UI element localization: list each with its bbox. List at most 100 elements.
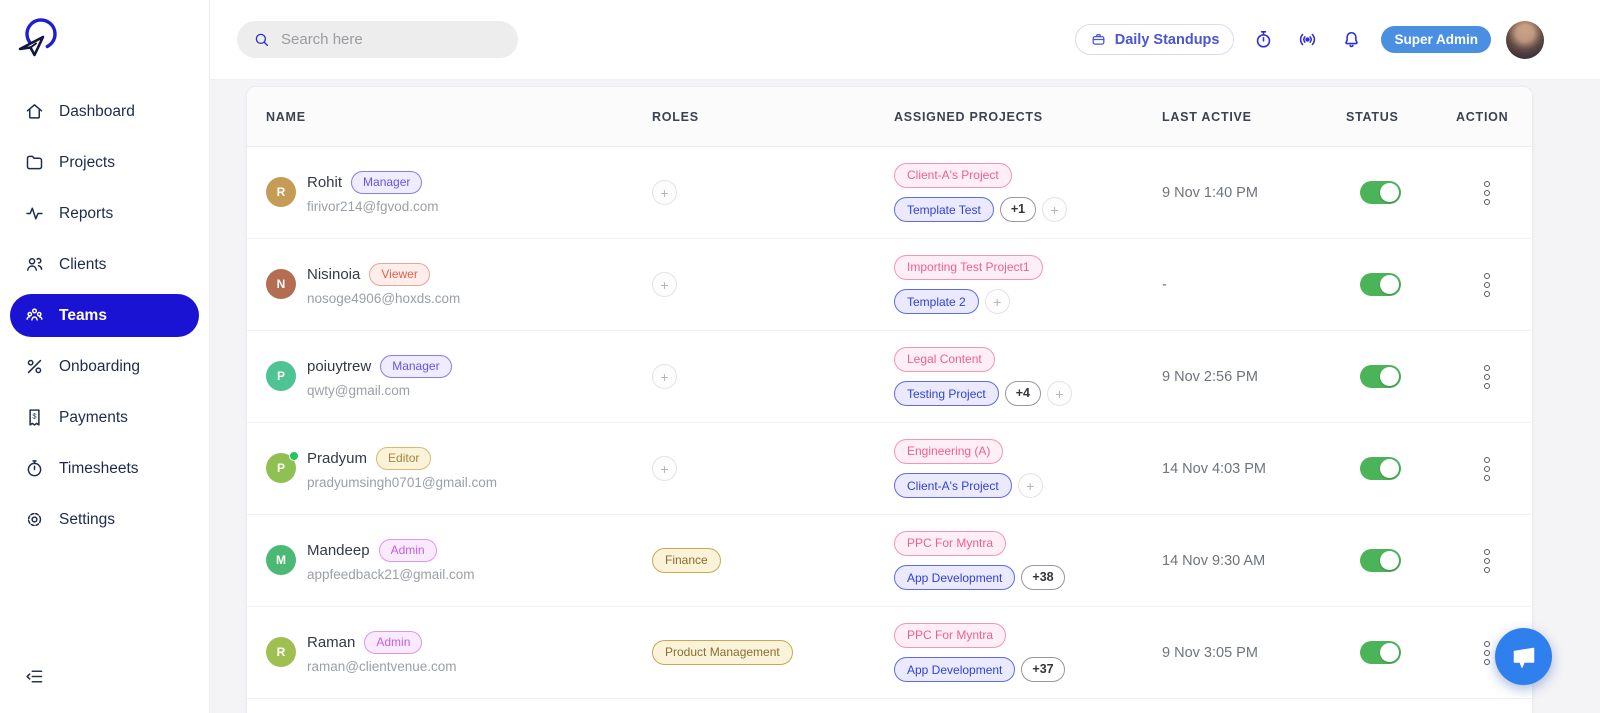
row-actions-menu[interactable] — [1480, 180, 1494, 205]
sidebar-item-settings[interactable]: Settings — [10, 498, 199, 541]
sidebar-item-projects[interactable]: Projects — [10, 141, 199, 184]
chat-widget-button[interactable] — [1495, 628, 1552, 685]
last-active: 9 Nov 2:56 PM — [1162, 368, 1258, 385]
avatar: P — [266, 451, 299, 484]
chat-bubble-icon — [1513, 647, 1534, 668]
add-project-button[interactable]: + — [1046, 381, 1072, 407]
avatar: M — [266, 545, 296, 576]
sidebar-item-timesheets[interactable]: Timesheets — [10, 447, 199, 490]
project-chip: Template 2 — [894, 289, 979, 315]
member-name: Pradyum — [307, 449, 368, 467]
online-indicator — [289, 451, 299, 462]
sidebar-item-dashboard[interactable]: Dashboard — [10, 90, 199, 133]
project-chip: Client-A's Project — [894, 162, 1012, 188]
avatar-initial: P — [276, 369, 285, 384]
column-header-projects: Assigned Projects — [894, 109, 1043, 124]
row-actions-menu[interactable] — [1480, 548, 1494, 573]
member-email: firivor214@fgvod.com — [307, 199, 439, 215]
add-role-button[interactable]: + — [652, 456, 677, 481]
project-chip: PPC For Myntra — [894, 530, 1007, 556]
more-projects-count[interactable]: +38 — [1021, 565, 1065, 591]
member-name: Nisinoia — [307, 265, 361, 283]
project-chip: Testing Project — [894, 381, 999, 407]
row-actions-menu[interactable] — [1480, 640, 1494, 665]
user-avatar[interactable] — [1506, 20, 1544, 59]
sidebar-item-teams[interactable]: Teams — [10, 294, 199, 337]
avatar-initial: P — [276, 461, 285, 476]
project-chip: App Development — [894, 657, 1016, 683]
broadcast-button[interactable] — [1293, 25, 1322, 54]
add-project-button[interactable]: + — [1017, 473, 1043, 499]
add-role-button[interactable]: + — [652, 364, 677, 389]
member-email: appfeedback21@gmail.com — [307, 567, 475, 583]
more-projects-count[interactable]: +4 — [1004, 381, 1041, 407]
member-name: Raman — [307, 633, 356, 651]
search-bar — [237, 21, 518, 58]
sidebar-item-label: Settings — [59, 510, 116, 528]
member-name: poiuytrew — [307, 357, 372, 375]
sidebar-item-label: Onboarding — [59, 357, 141, 375]
top-header: Daily Standups Super Admin — [210, 0, 1600, 80]
role-badge: Editor — [376, 446, 432, 471]
timer-icon — [1257, 31, 1271, 48]
row-actions-menu[interactable] — [1480, 364, 1494, 389]
project-chip: Legal Content — [894, 346, 995, 372]
sidebar-item-label: Payments — [59, 408, 128, 426]
users-icon — [27, 257, 43, 271]
more-projects-count[interactable]: +37 — [1021, 657, 1065, 683]
collapse-icon — [26, 670, 43, 683]
sidebar: Dashboard Projects Reports Clients Teams… — [0, 0, 210, 713]
search-input[interactable] — [281, 31, 502, 48]
sidebar-item-clients[interactable]: Clients — [10, 243, 199, 286]
member-email: raman@clientvenue.com — [307, 659, 457, 675]
stopwatch-icon — [27, 460, 42, 477]
more-projects-count[interactable]: +1 — [999, 197, 1037, 223]
member-name: Rohit — [307, 173, 343, 191]
avatar: P — [266, 361, 296, 392]
sidebar-item-reports[interactable]: Reports — [10, 192, 199, 235]
column-header-roles: Roles — [652, 109, 699, 124]
status-toggle[interactable] — [1360, 641, 1401, 664]
table-row: M Mandeep Admin appfeedback21@gmail.com F… — [247, 515, 1532, 607]
sidebar-item-payments[interactable]: $ Payments — [10, 396, 199, 439]
notifications-button[interactable] — [1337, 25, 1366, 54]
last-active: 9 Nov 3:05 PM — [1162, 644, 1258, 661]
status-toggle[interactable] — [1360, 181, 1401, 204]
broadcast-icon — [1300, 33, 1316, 46]
row-actions-menu[interactable] — [1480, 272, 1494, 297]
add-role-button[interactable]: + — [652, 272, 677, 297]
avatar: R — [266, 637, 296, 668]
sidebar-item-label: Timesheets — [59, 459, 139, 477]
status-toggle[interactable] — [1360, 549, 1401, 572]
role-badge: Admin — [364, 630, 423, 655]
row-actions-menu[interactable] — [1480, 456, 1494, 481]
column-header-action: Action — [1456, 109, 1509, 124]
status-toggle[interactable] — [1360, 365, 1401, 388]
project-chip: Client-A's Project — [894, 473, 1012, 499]
collapse-sidebar-button[interactable] — [20, 662, 49, 691]
briefcase-icon — [1092, 34, 1105, 45]
timer-button[interactable] — [1249, 25, 1278, 54]
role-badge: Viewer — [369, 262, 430, 287]
sidebar-item-onboarding[interactable]: Onboarding — [10, 345, 199, 388]
member-email: pradyumsingh0701@gmail.com — [307, 475, 498, 491]
add-project-button[interactable]: + — [984, 289, 1010, 315]
role-badge-super-admin[interactable]: Super Admin — [1381, 26, 1491, 53]
status-toggle[interactable] — [1360, 273, 1401, 296]
table-row: P Pradyum Editor pradyumsingh0701@gmail.c… — [247, 423, 1532, 515]
sidebar-item-label: Projects — [59, 153, 115, 171]
project-chip: Importing Test Project1 — [894, 254, 1043, 280]
add-project-button[interactable]: + — [1042, 197, 1068, 223]
member-email: nosoge4906@hoxds.com — [307, 291, 461, 307]
app-logo[interactable] — [0, 0, 209, 84]
daily-standups-button[interactable]: Daily Standups — [1074, 24, 1235, 55]
team-icon — [26, 308, 43, 321]
avatar: N — [266, 269, 296, 300]
svg-text:$: $ — [32, 412, 37, 421]
table-header: Name Roles Assigned Projects Last Active… — [247, 87, 1532, 147]
search-icon — [255, 33, 269, 46]
gear-icon — [27, 512, 42, 527]
role-chip: Product Management — [652, 639, 793, 666]
add-role-button[interactable]: + — [652, 180, 677, 205]
status-toggle[interactable] — [1360, 457, 1401, 480]
